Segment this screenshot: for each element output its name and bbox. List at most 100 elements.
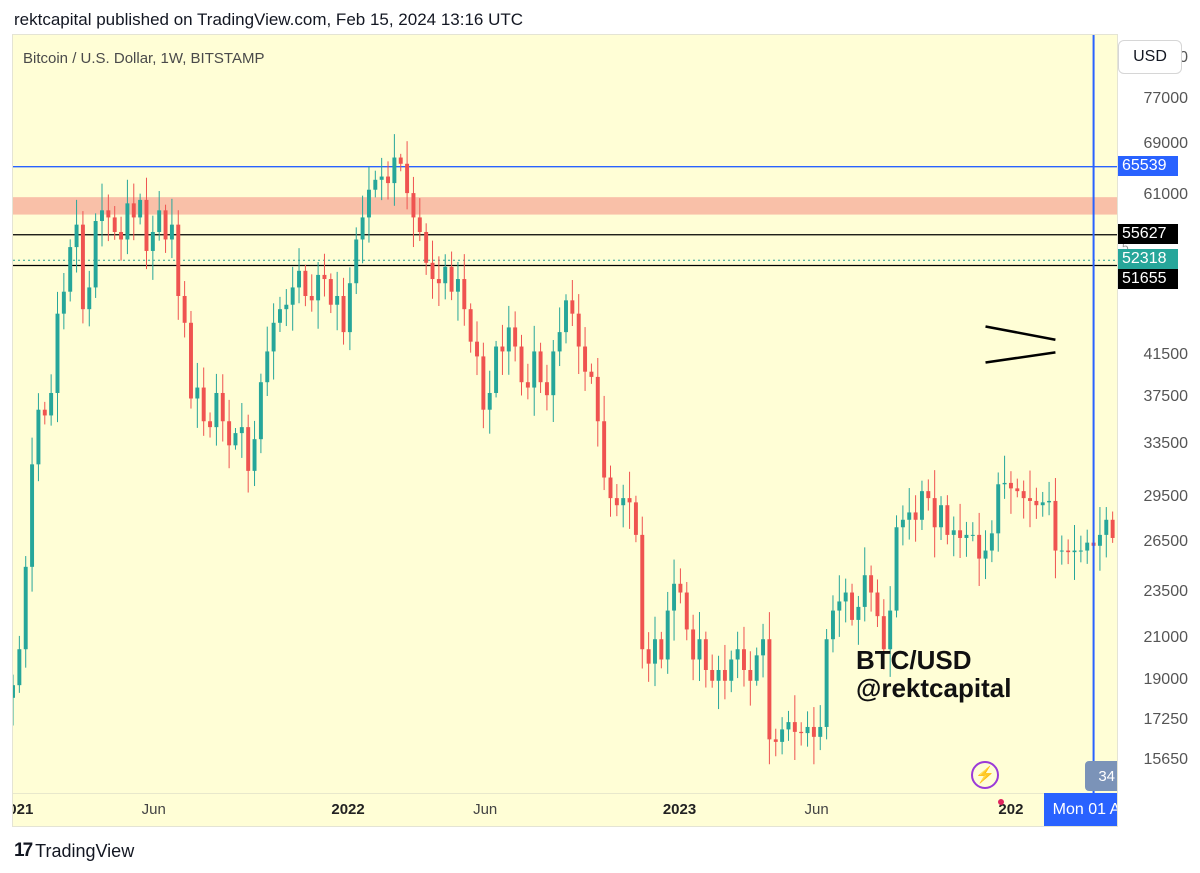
- candle: [303, 264, 308, 307]
- price-axis[interactable]: 8500077000690006100041500375003350029500…: [1118, 34, 1200, 827]
- candle-body: [595, 376, 600, 422]
- candle: [290, 266, 295, 331]
- candle-body: [1085, 542, 1090, 551]
- candle-body: [627, 498, 632, 503]
- candle: [449, 251, 454, 301]
- candle: [335, 271, 340, 331]
- candle-body: [1008, 482, 1013, 489]
- candle-body: [881, 616, 886, 650]
- chart-pane[interactable]: Bitcoin / U.S. Dollar, 1W, BITSTAMP BTC/…: [12, 34, 1118, 827]
- candle: [80, 211, 85, 324]
- time-axis[interactable]: [13, 793, 1117, 826]
- y-tick-label: 61000: [1143, 186, 1189, 204]
- candle: [767, 612, 772, 765]
- y-tick-label: 19000: [1143, 670, 1189, 688]
- publisher-header: rektcapital published on TradingView.com…: [14, 10, 524, 29]
- candle: [862, 547, 867, 622]
- candle: [1034, 487, 1039, 519]
- candle: [189, 310, 193, 409]
- price-tag-value: 55627: [1122, 224, 1167, 242]
- candle-body: [309, 295, 314, 301]
- candle: [373, 170, 378, 198]
- candle-body: [468, 309, 473, 342]
- candle-body: [653, 639, 657, 664]
- candle: [182, 281, 187, 338]
- candle-body: [417, 217, 422, 232]
- price-chart[interactable]: [13, 35, 1118, 827]
- candle-body: [843, 592, 848, 602]
- candle-body: [424, 231, 429, 263]
- footer-brand[interactable]: 17 TradingView: [14, 840, 134, 862]
- candle-body: [157, 210, 162, 232]
- candle-body: [977, 534, 982, 559]
- candle: [703, 631, 708, 688]
- candle-body: [525, 382, 530, 388]
- candle-body: [672, 583, 677, 611]
- resistance-zone: [13, 197, 1117, 215]
- candle-body: [608, 477, 613, 499]
- y-tick-label: 33500: [1143, 435, 1189, 453]
- candle: [735, 631, 740, 679]
- candle-body: [506, 327, 511, 352]
- candle-body: [640, 534, 645, 650]
- candle: [570, 280, 575, 326]
- candle-body: [557, 332, 562, 352]
- candle: [354, 227, 359, 295]
- candle: [608, 465, 613, 517]
- pattern-trendline: [985, 325, 1056, 341]
- candle: [125, 179, 130, 255]
- candle: [672, 559, 677, 641]
- candle: [475, 321, 479, 376]
- candle: [1066, 539, 1071, 565]
- candle-body: [564, 300, 568, 333]
- candle-body: [405, 163, 410, 194]
- candle-body: [1040, 502, 1045, 506]
- candle-body: [1104, 519, 1109, 535]
- candle: [659, 631, 664, 669]
- candle-body: [551, 351, 556, 396]
- candle-body: [354, 239, 359, 284]
- candle-body: [189, 322, 193, 399]
- currency-button[interactable]: USD: [1118, 40, 1182, 74]
- candle: [983, 530, 988, 580]
- candle-body: [449, 266, 454, 292]
- candle-body: [646, 649, 651, 664]
- candle-body: [742, 649, 746, 670]
- x-tick-label: Jun: [473, 801, 498, 818]
- candle-body: [900, 519, 905, 528]
- candle: [684, 582, 689, 641]
- candle: [602, 395, 607, 491]
- candle: [525, 363, 530, 400]
- lightning-icon[interactable]: ⚡: [971, 761, 999, 789]
- candle-body: [87, 287, 92, 310]
- candle-body: [951, 530, 956, 535]
- candle-body: [195, 387, 200, 399]
- count-badge[interactable]: 34: [1085, 761, 1117, 791]
- candle: [252, 420, 257, 487]
- candle-body: [894, 527, 899, 611]
- candle-body: [411, 193, 416, 218]
- candle: [392, 134, 397, 206]
- candle: [220, 374, 225, 442]
- candle: [214, 373, 219, 446]
- candle: [640, 516, 645, 669]
- symbol-title[interactable]: Bitcoin / U.S. Dollar, 1W, BITSTAMP: [23, 50, 265, 67]
- candle-body: [379, 176, 384, 180]
- candle-body: [93, 221, 98, 288]
- x-tick-label: 2021: [13, 801, 34, 818]
- candle-body: [436, 279, 441, 284]
- candle: [830, 595, 835, 653]
- candle: [792, 695, 797, 760]
- candle: [932, 470, 937, 558]
- candle: [417, 198, 422, 242]
- candle: [93, 213, 98, 298]
- candle-body: [290, 287, 295, 305]
- candle: [843, 578, 848, 623]
- candle-body: [544, 382, 549, 396]
- candle-body: [119, 231, 124, 240]
- candle: [1097, 507, 1102, 571]
- candle: [277, 296, 282, 332]
- candle-body: [163, 210, 168, 240]
- x-tick-label: 2023: [662, 801, 697, 818]
- candle-body: [748, 669, 753, 681]
